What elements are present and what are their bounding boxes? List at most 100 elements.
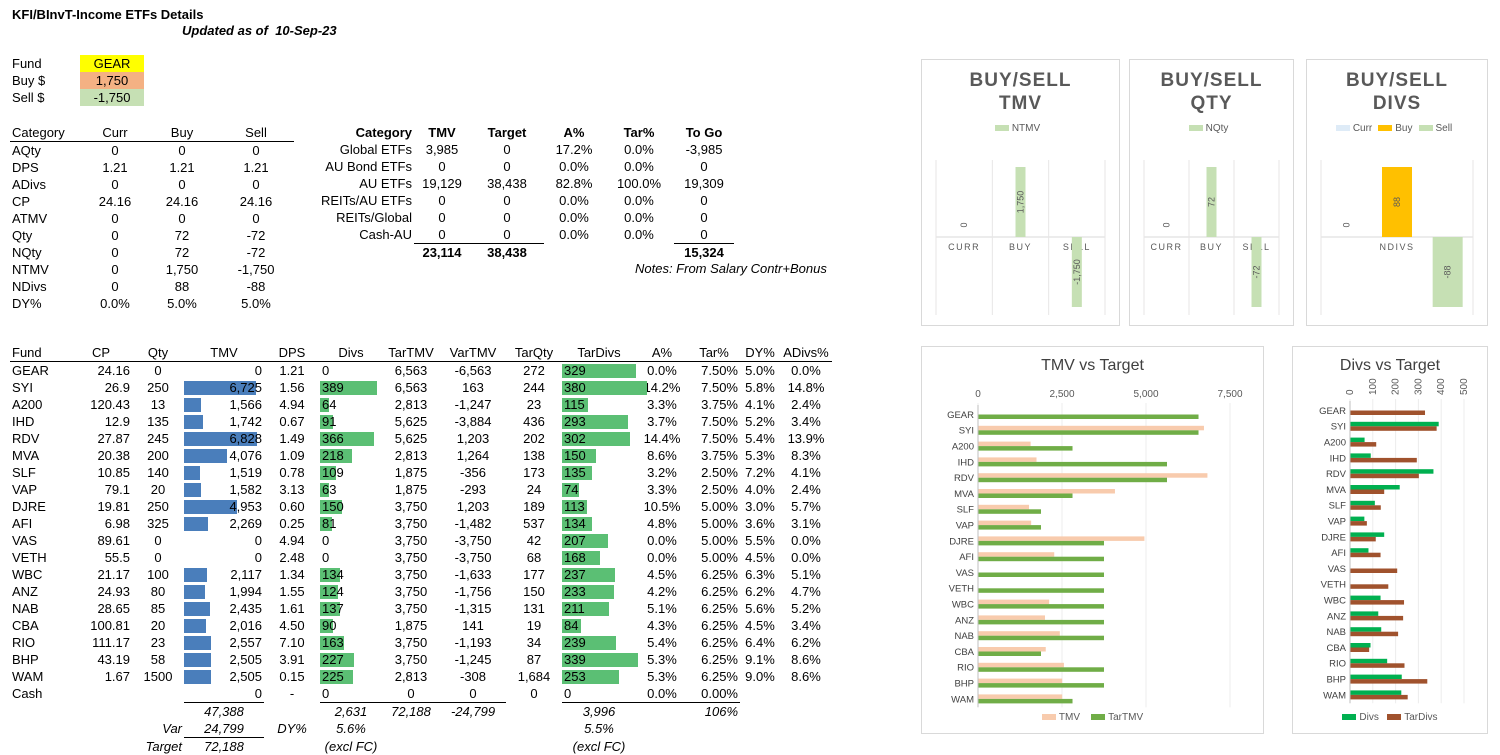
table-cell: 0.0% <box>647 550 677 565</box>
legend-swatch-tardivs <box>1387 714 1402 721</box>
table-cell: 0 <box>503 227 511 242</box>
data-bar <box>562 398 588 412</box>
bar-tmv <box>978 662 1064 668</box>
table-cell: 24.16 <box>97 363 130 378</box>
chart-title: BUY/SELL QTY <box>1130 69 1293 115</box>
table-cell: 43.19 <box>97 652 130 667</box>
table-cell: 124 <box>320 583 382 600</box>
fund-input[interactable]: GEAR <box>80 55 144 72</box>
table-row: Qty 0 72 -72 <box>10 227 294 244</box>
table-cell: 389 <box>320 379 382 396</box>
table-cell: ATMV <box>12 211 48 226</box>
table-row: NQty 0 72 -72 <box>10 244 294 261</box>
table-cell: 5.1% <box>791 567 821 582</box>
category-label: CURR <box>948 242 980 252</box>
table-cell: 1.21 <box>169 160 195 175</box>
table-cell: 9.0% <box>745 669 775 684</box>
table-cell: 14.4% <box>643 431 681 446</box>
table-cell: 3.91 <box>279 652 305 667</box>
table-cell: 5.6% <box>745 601 775 616</box>
table-cell: 8.6% <box>791 669 821 684</box>
table-cell: NTMV <box>12 262 49 277</box>
table-cell: 1,750 <box>165 262 199 277</box>
table-cell: 0 <box>252 143 260 158</box>
table-cell: -3,750 <box>454 533 492 548</box>
cell-value: 1,742 <box>229 414 262 429</box>
bar-tmv <box>978 647 1046 652</box>
legend-label: NQty <box>1205 123 1229 134</box>
summary-cell: 5.5% <box>584 721 614 737</box>
table-cell: 1,875 <box>394 482 428 497</box>
table-cell: 150 <box>562 447 636 464</box>
data-bar <box>562 364 636 378</box>
data-bar <box>184 500 237 514</box>
cell-value: 150 <box>564 448 586 463</box>
table-cell <box>70 685 132 703</box>
table-cell: 4.94 <box>279 397 305 412</box>
table-cell: 4.1% <box>745 397 775 412</box>
buy-input[interactable]: 1,750 <box>80 72 144 89</box>
table-cell: 0 <box>407 686 415 701</box>
table-cell: Qty <box>12 228 33 243</box>
column-header: A% <box>636 344 688 362</box>
table-cell: 19.81 <box>97 499 130 514</box>
category-label: BHP <box>954 679 974 690</box>
table-cell: 200 <box>147 448 169 463</box>
table-cell: 72 <box>174 228 190 243</box>
cell-value: 1,566 <box>229 397 262 412</box>
summary-cell <box>264 738 320 755</box>
table-cell: NDivs <box>12 279 47 294</box>
category-label: SYI <box>1331 422 1346 433</box>
table-cell: 1.67 <box>104 669 130 684</box>
data-label: 0 <box>959 222 969 227</box>
data-bar <box>184 398 201 412</box>
updated-label: Updated as of <box>182 23 268 38</box>
chart-legend: Curr Buy Sell <box>1307 123 1487 134</box>
table-cell: 113 <box>562 498 636 515</box>
calc-table: Category Curr Buy Sell AQty 0 0 0 DPS 1.21 1.2… <box>10 124 294 312</box>
table-cell: 3.2% <box>647 465 677 480</box>
table-cell: 0 <box>700 227 708 242</box>
column-header: TMV <box>428 125 456 140</box>
table-cell: AU ETFs <box>359 176 412 191</box>
data-bar <box>320 636 345 650</box>
table-cell: 0 <box>320 549 382 566</box>
table-cell: 6.3% <box>745 567 775 582</box>
bar-tmv <box>978 536 1145 541</box>
cell-value: 2,016 <box>229 618 262 633</box>
data-bar <box>184 653 211 667</box>
table-cell: 7.50% <box>701 363 738 378</box>
table-cell: 6.2% <box>745 584 775 599</box>
bar-tardivs <box>1350 568 1398 573</box>
table-cell: 24.16 <box>165 194 199 209</box>
table-row: AFI 6.98 325 2,269 0.25 81 3,750 -1,482 537 134 4.… <box>10 515 832 532</box>
legend-swatch <box>1335 125 1350 132</box>
bar-tartmv <box>978 698 1073 704</box>
table-cell: 85 <box>150 601 166 616</box>
table-row: ANZ 24.93 80 1,994 1.55 124 3,750 -1,756 150 233 4… <box>10 583 832 600</box>
column-header: Divs <box>320 344 382 362</box>
bar-tartmv <box>978 446 1073 451</box>
table-cell: 2,016 <box>184 617 264 634</box>
table-row: REITs/AU ETFs 0 0 0.0% 0.0% 0 <box>300 192 734 209</box>
column-header: TarQty <box>506 344 562 362</box>
table-cell: 5.7% <box>791 499 821 514</box>
data-bar <box>184 449 228 463</box>
sell-input[interactable]: -1,750 <box>80 89 144 106</box>
table-row: SLF 10.85 140 1,519 0.78 109 1,875 -356 173 135 3.… <box>10 464 832 481</box>
data-bar <box>562 466 593 480</box>
bar-tmv <box>978 457 1037 462</box>
tick-label: 100 <box>1368 378 1379 395</box>
table-cell: -1,245 <box>454 652 492 667</box>
table-cell: 2,557 <box>184 634 264 651</box>
table-cell: 2.4% <box>791 482 821 497</box>
table-cell: 10.85 <box>97 465 130 480</box>
table-cell: -6,563 <box>454 363 492 378</box>
table-cell: 1,203 <box>456 431 490 446</box>
data-bar <box>320 432 375 446</box>
bar-tartmv <box>978 461 1167 467</box>
category-label: RIO <box>957 663 974 674</box>
data-bar <box>184 517 209 531</box>
table-cell: 55.5 <box>104 550 130 565</box>
table-cell: 0 <box>178 177 186 192</box>
